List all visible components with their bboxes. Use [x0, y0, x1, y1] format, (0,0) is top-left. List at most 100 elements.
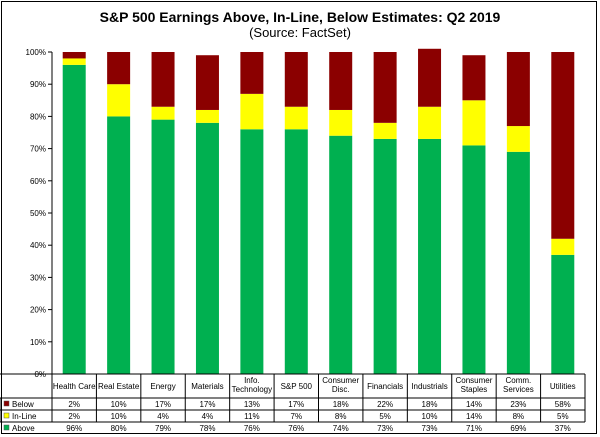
bar-segment-below [195, 55, 219, 110]
y-tick-label: 10% [30, 338, 46, 347]
table-value: 96% [66, 424, 82, 433]
category-label: Energy [150, 382, 175, 391]
table-value: 37% [555, 424, 571, 433]
table-value: 78% [199, 424, 215, 433]
category-label: S&P 500 [281, 382, 313, 391]
category-label: Materials [191, 382, 223, 391]
bar-segment-below [62, 52, 86, 59]
table-value: 10% [111, 400, 127, 409]
y-tick-label: 60% [30, 177, 46, 186]
bar-segment-above [418, 138, 442, 374]
chart-subtitle: (Source: FactSet) [249, 25, 351, 40]
category-label: Health Care [53, 382, 96, 391]
legend-label: Above [12, 424, 35, 433]
category-label: Services [503, 385, 534, 394]
table-value: 14% [466, 412, 482, 421]
bar-segment-below [240, 52, 264, 94]
table-value: 5% [379, 412, 391, 421]
y-tick-label: 50% [30, 209, 46, 218]
category-label: Consumer [322, 376, 359, 385]
bar-segment-below [329, 52, 353, 110]
bar-segment-in-line [373, 122, 397, 139]
y-tick-label: 100% [26, 48, 46, 57]
bar-segment-below [462, 55, 486, 101]
table-value: 10% [422, 412, 438, 421]
bar-segment-below [506, 52, 530, 127]
category-label: Financials [367, 382, 403, 391]
table-value: 71% [466, 424, 482, 433]
bar-segment-above [240, 129, 264, 374]
category-label: Comm. [505, 376, 531, 385]
bar-segment-above [195, 122, 219, 374]
table-value: 74% [333, 424, 349, 433]
legend-label: Below [12, 400, 34, 409]
category-label: Technology [232, 385, 272, 394]
bar-segment-in-line [107, 84, 131, 117]
bar-segment-above [284, 129, 308, 374]
bar-segment-in-line [62, 58, 86, 65]
table-value: 76% [288, 424, 304, 433]
category-label: Industrials [411, 382, 447, 391]
table-value: 17% [155, 400, 171, 409]
bar-segment-in-line [284, 106, 308, 130]
table-value: 73% [377, 424, 393, 433]
legend-key-in-line [3, 412, 10, 419]
table-value: 11% [244, 412, 259, 421]
table-value: 80% [111, 424, 127, 433]
bar-segment-above [373, 138, 397, 374]
table-value: 7% [291, 412, 303, 421]
table-value: 69% [510, 424, 526, 433]
category-label: Info. [244, 376, 260, 385]
table-value: 73% [422, 424, 438, 433]
table-value: 8% [513, 412, 525, 421]
legend-label: In-Line [12, 412, 37, 421]
category-label: Disc. [332, 385, 350, 394]
bar-segment-in-line [418, 106, 442, 139]
bar-segment-above [62, 64, 86, 374]
table-value: 17% [288, 400, 304, 409]
chart-title: S&P 500 Earnings Above, In-Line, Below E… [99, 9, 501, 25]
legend-key-above [3, 424, 10, 431]
table-value: 10% [111, 412, 127, 421]
bar-segment-below [418, 48, 442, 107]
table-value: 4% [202, 412, 214, 421]
legend-key-below [3, 400, 10, 407]
table-value: 18% [333, 400, 349, 409]
table-value: 14% [466, 400, 482, 409]
category-label: Utilities [550, 382, 576, 391]
bar-segment-above [506, 151, 530, 374]
bar-segment-in-line [329, 109, 353, 136]
table-value: 4% [157, 412, 169, 421]
bar-segment-in-line [551, 238, 575, 255]
bar-segment-in-line [195, 109, 219, 123]
table-value: 13% [244, 400, 260, 409]
bar-segment-above [551, 254, 575, 374]
bar-segment-above [151, 119, 175, 375]
table-value: 79% [155, 424, 171, 433]
bar-segment-in-line [462, 100, 486, 146]
y-tick-label: 20% [30, 306, 46, 315]
y-tick-label: 40% [30, 241, 46, 250]
category-label: Real Estate [98, 382, 140, 391]
table-value: 76% [244, 424, 260, 433]
bar-segment-below [107, 52, 131, 85]
bar-segment-below [151, 52, 175, 107]
bar-segment-below [551, 52, 575, 239]
table-value: 58% [555, 400, 571, 409]
table-value: 2% [68, 400, 80, 409]
category-label: Staples [461, 385, 488, 394]
table-value: 8% [335, 412, 347, 421]
table-value: 22% [377, 400, 393, 409]
category-label: Consumer [456, 376, 493, 385]
table-value: 2% [68, 412, 80, 421]
table-value: 5% [557, 412, 569, 421]
y-tick-label: 30% [30, 273, 46, 282]
bar-segment-above [462, 145, 486, 374]
y-tick-label: 80% [30, 112, 46, 121]
table-value: 18% [422, 400, 438, 409]
y-tick-label: 90% [30, 80, 46, 89]
bar-segment-in-line [240, 93, 264, 130]
bar-segment-above [329, 135, 353, 374]
bar-segment-below [373, 52, 397, 123]
